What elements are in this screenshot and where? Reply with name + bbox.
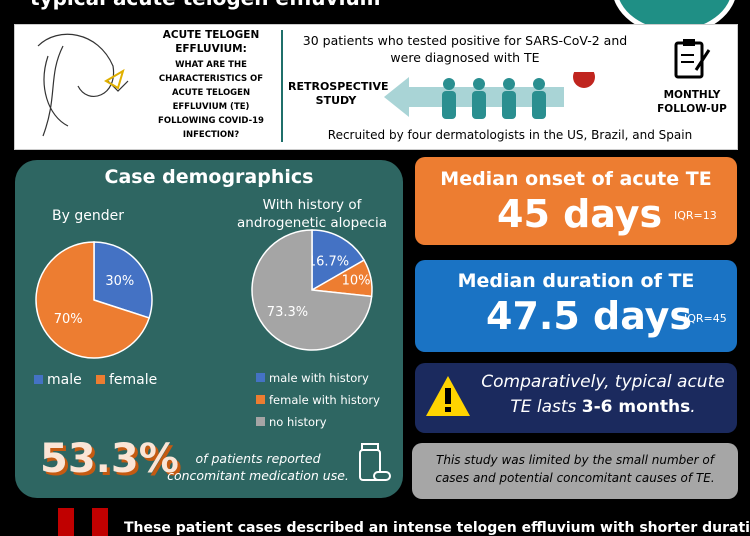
conclusion: These patient cases described an intense…: [124, 520, 750, 536]
study: RETROSPECTIVE STUDY: [288, 80, 389, 107]
onset-iqr: IQR=13: [674, 209, 717, 222]
warning-icon: [426, 376, 470, 416]
demographics-title: Case demographics: [104, 166, 314, 188]
comparison-text: Comparatively, typical acute TE lasts: [481, 372, 725, 417]
legend-swatch: [256, 417, 265, 426]
medication-icon: [359, 443, 391, 481]
duration-panel: [415, 260, 737, 352]
pie-title: By gender: [52, 208, 124, 224]
legend-label: female: [109, 372, 157, 388]
title: typical acute telogen effluvium: [30, 0, 381, 10]
sketch: [37, 33, 129, 137]
data-label: 30%: [105, 274, 134, 289]
header-panel: [14, 24, 738, 150]
pie-slice: [311, 229, 366, 292]
pie-slice: [35, 241, 151, 359]
limitation-panel: [412, 443, 738, 499]
pie-slice: [93, 241, 153, 319]
question: WHAT ARE THE CHARACTERISTICS OF ACUTE TE…: [158, 60, 264, 140]
comparison-emphasis: 3-6 months: [581, 397, 691, 417]
conclusion-bar: [40, 506, 740, 536]
onset-title: Median onset of acute TE: [440, 168, 712, 190]
divider: [281, 30, 283, 142]
duration-title: Median duration of TE: [457, 270, 695, 292]
question-title: ACUTE TELOGEN EFFLUVIUM:: [162, 29, 260, 55]
pie-title: With history of androgenetic alopecia: [236, 197, 387, 231]
patients: 30 patients who tested positive for SARS…: [302, 33, 628, 65]
onset-panel: [415, 157, 737, 245]
clipboard-icon: [674, 39, 711, 79]
legend-label: male with history: [269, 371, 369, 385]
comparison: Comparatively, typical acute TE lasts 3-…: [478, 370, 728, 420]
recruited: Recruited by four dermatologists in the …: [327, 128, 693, 142]
medication-stat: 53.3%: [40, 436, 179, 482]
legend-label: no history: [269, 415, 327, 429]
pie-slice: [251, 229, 373, 351]
onset-value: 45 days: [497, 192, 663, 236]
duration-value: 47.5 days: [486, 294, 693, 338]
accent: [58, 508, 74, 536]
legend-swatch: [256, 373, 265, 382]
legend-swatch: [96, 375, 105, 384]
study-graphic: [384, 72, 595, 119]
comparison-end: .: [690, 397, 696, 417]
data-label: 16.7%: [308, 254, 349, 269]
accent: [92, 508, 108, 536]
legend-swatch: [256, 395, 265, 404]
duration-iqr: IQR=45: [684, 312, 727, 325]
follow-up: MONTHLY FOLLOW-UP: [657, 89, 727, 115]
limitation: This study was limited by the small numb…: [435, 453, 715, 485]
data-label: 70%: [54, 312, 83, 327]
legend-label: male: [47, 372, 82, 388]
medication-text: of patients reported concomitant medicat…: [167, 451, 349, 483]
data-label: 10%: [342, 274, 371, 289]
comparison-panel: [415, 363, 737, 433]
legend-swatch: [34, 375, 43, 384]
data-label: 73.3%: [267, 305, 308, 320]
legend-label: female with history: [269, 393, 380, 407]
